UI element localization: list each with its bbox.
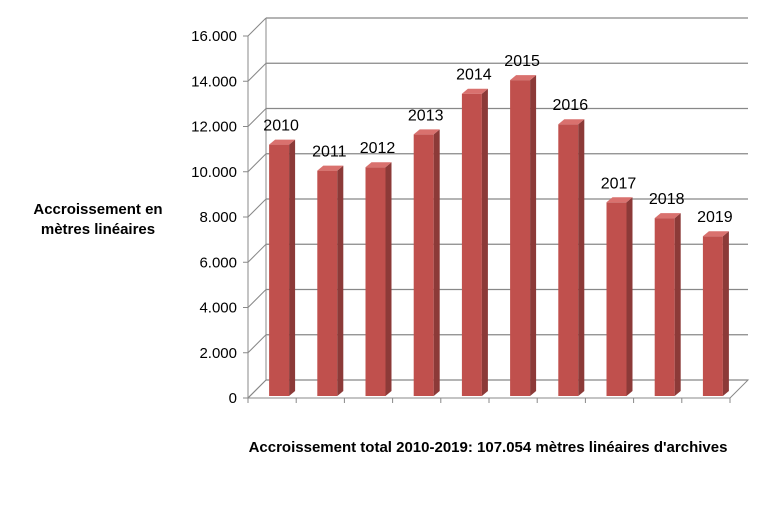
bar-front [461,93,482,396]
gridline-side [247,198,267,218]
y-tick-label: 14.000 [191,73,237,90]
y-axis-ticks: 0 2.000 4.000 6.000 8.000 10.000 12.000 14.000 1… [191,28,731,407]
bar-top [558,119,585,125]
bar-side [626,197,633,396]
bar-top [461,88,488,94]
bar-2016 [558,119,585,397]
gridline-side [247,153,267,173]
gridline-side [247,17,267,37]
bar-top [365,162,392,168]
y-axis-label-line-2: mètres linéaires [41,221,155,238]
y-tick-label: 2.000 [199,345,237,362]
bar-top [269,139,296,145]
bar-side [385,162,392,396]
bar-2019 [702,231,729,396]
bar-front [317,170,338,396]
data-label-2014: 2014 [456,67,492,84]
data-label-2018: 2018 [649,191,685,208]
x-axis-label: Accroissement total 2010-2019: 107.054 m… [249,439,728,456]
y-axis-label-line-1: Accroissement en [33,201,162,218]
bar-2011 [317,165,344,396]
bar-2010 [269,139,296,396]
bar-side [674,213,681,396]
gridline-side [247,108,267,127]
bar-front [606,202,627,396]
bar-top [606,197,633,203]
data-label-2013: 2013 [408,107,444,124]
gridline-side [247,289,267,308]
bar-top [413,129,440,135]
data-label-2011: 2011 [312,144,347,161]
bar-front [413,134,434,396]
gridline-side [247,243,267,263]
bar-2015 [510,75,537,397]
y-tick-label: 10.000 [191,164,237,181]
bar-top [654,213,681,219]
bar-front [702,236,723,396]
data-label-2012: 2012 [360,140,396,157]
gridlines [247,17,748,399]
bar-top [317,165,344,171]
y-tick-label: 12.000 [191,119,237,136]
bar-front [558,124,579,397]
gridline-side [247,334,267,354]
bar-front [510,80,531,397]
bar-front [269,144,290,396]
bar-side [289,139,296,396]
bar-2013 [413,129,440,396]
y-tick-label: 6.000 [199,254,237,271]
gridline-side [247,379,267,399]
bar-side [530,75,537,397]
y-tick-label: 4.000 [199,300,237,317]
data-label-2017: 2017 [601,175,637,192]
y-tick-label: 8.000 [199,209,237,226]
data-label-2015: 2015 [504,53,540,70]
bar-front [365,167,386,396]
bar-front [654,218,675,396]
y-tick-label: 16.000 [191,28,237,45]
bar-side [722,231,729,396]
data-labels: 2010 2011 2012 2013 2014 2015 2016 2017 2018 2019 [263,53,732,226]
bar-side [337,165,344,396]
bars [269,75,729,397]
bar-side [481,88,488,396]
bar-side [578,119,585,397]
data-label-2010: 2010 [263,118,299,135]
data-label-2016: 2016 [553,97,589,114]
data-label-2019: 2019 [697,209,733,226]
bar-2018 [654,213,681,396]
gridline-side [247,62,267,82]
bar-2014 [461,88,488,396]
bar-2012 [365,162,392,396]
bar-2017 [606,197,633,396]
y-tick-label: 0 [229,390,237,407]
bar-side [433,129,440,396]
bar-top [702,231,729,237]
bar-top [510,75,537,81]
